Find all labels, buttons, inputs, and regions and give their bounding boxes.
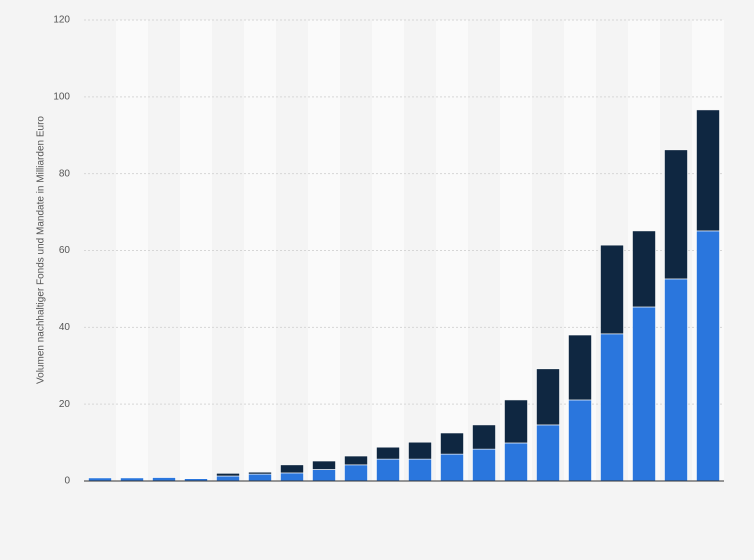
y-tick-label: 120 bbox=[53, 15, 70, 26]
bar-segment bbox=[408, 441, 432, 460]
y-tick-label: 40 bbox=[59, 322, 71, 333]
bar-segment bbox=[440, 432, 464, 455]
bar-segment bbox=[504, 442, 528, 482]
bar-segment bbox=[408, 458, 432, 482]
bar-segment bbox=[440, 453, 464, 482]
y-tick-label: 0 bbox=[64, 476, 70, 487]
bar-segment bbox=[312, 469, 336, 482]
bar-segment bbox=[216, 473, 240, 477]
y-tick-label: 20 bbox=[59, 399, 71, 410]
bar-segment bbox=[152, 477, 176, 482]
bar-segment bbox=[696, 230, 720, 482]
bar-segment bbox=[536, 368, 560, 426]
bar-segment bbox=[536, 424, 560, 482]
bar-segment bbox=[600, 244, 624, 335]
y-tick-label: 80 bbox=[59, 168, 71, 179]
bar-segment bbox=[344, 464, 368, 482]
bar-segment bbox=[344, 455, 368, 466]
bar-segment bbox=[472, 448, 496, 482]
bar-segment bbox=[248, 473, 272, 482]
bar-segment bbox=[376, 446, 400, 460]
bar-segment bbox=[664, 278, 688, 482]
bar-segment bbox=[568, 334, 592, 401]
bar-segment bbox=[600, 333, 624, 482]
bar-segment bbox=[632, 306, 656, 482]
bar-segment bbox=[376, 458, 400, 482]
bar-segment bbox=[312, 460, 336, 470]
y-tick-label: 60 bbox=[59, 245, 71, 256]
bar-segment bbox=[696, 109, 720, 232]
y-tick-label: 100 bbox=[53, 91, 70, 102]
bar-segment bbox=[280, 472, 304, 482]
bar-segment bbox=[248, 471, 272, 475]
y-axis-label: Volumen nachhaltiger Fonds und Mandate i… bbox=[36, 116, 47, 384]
bar-segment bbox=[632, 230, 656, 308]
bar-segment bbox=[664, 149, 688, 280]
bar-segment bbox=[504, 399, 528, 444]
bar-segment bbox=[216, 475, 240, 482]
bar-segment bbox=[280, 464, 304, 474]
bar-segment bbox=[568, 399, 592, 482]
bar-segment bbox=[472, 424, 496, 450]
